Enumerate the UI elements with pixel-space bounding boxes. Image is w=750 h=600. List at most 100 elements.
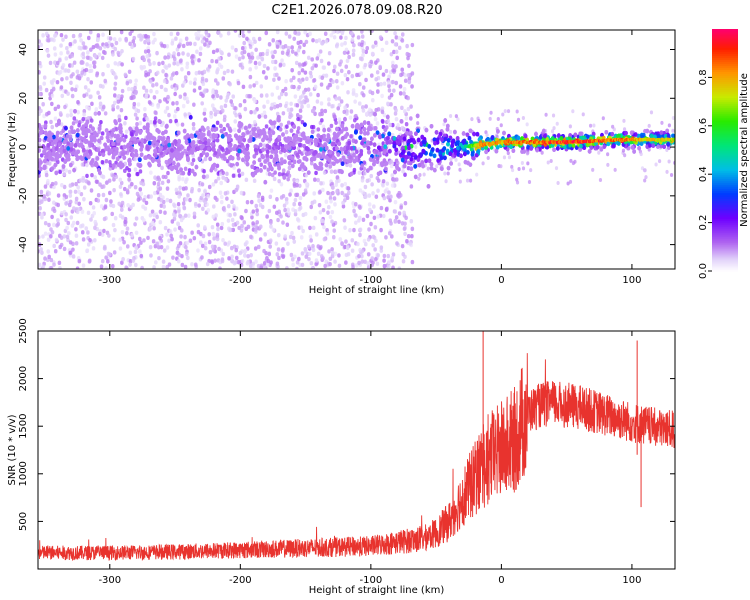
spectrogram-cell <box>292 181 297 187</box>
spectrogram-cell <box>217 56 222 61</box>
spectrogram-cell <box>53 52 58 57</box>
spectrogram-cell <box>485 133 489 138</box>
spectrogram-cell <box>245 240 249 245</box>
spectrogram-cell <box>114 40 119 46</box>
spectrogram-cell <box>87 258 92 263</box>
spectrogram-cell <box>156 245 161 250</box>
spectrogram-cell <box>123 219 127 225</box>
spectrogram-cell <box>80 59 84 65</box>
spectrogram-cell <box>223 191 228 196</box>
spectrogram-cell <box>295 217 300 222</box>
spectrogram-cell <box>248 58 253 64</box>
spectrogram-cell <box>146 48 151 54</box>
spectrogram-cell <box>215 236 220 242</box>
spectrogram-cell <box>368 207 372 213</box>
spectrogram-cell <box>69 215 74 220</box>
spectrogram-cell <box>127 69 132 74</box>
spectrogram-cell <box>671 128 675 133</box>
spectrogram-cell <box>87 181 91 186</box>
spectrogram-cell <box>204 78 209 83</box>
spectrogram-cell <box>192 88 197 93</box>
spectrogram-cell <box>150 220 155 226</box>
spectrogram-cell <box>193 262 198 267</box>
spectrogram-cell <box>151 83 155 88</box>
spectrogram-cell <box>418 172 422 177</box>
spectrogram-cell <box>204 30 209 35</box>
spectrogram-cell <box>265 262 270 267</box>
spectrogram-cell <box>354 92 359 98</box>
spectrogram-cell <box>382 195 387 201</box>
spectrogram-cell <box>101 174 106 180</box>
spectrogram-cell <box>76 110 80 115</box>
spectrogram-cell <box>68 250 73 255</box>
spectrogram-cell <box>103 142 108 148</box>
spectrogram-cell <box>202 69 207 75</box>
spectrogram-cell <box>198 85 202 91</box>
spectrogram-cell <box>159 244 164 250</box>
spectrogram-cell <box>332 228 337 233</box>
spectrogram-cell <box>446 165 451 171</box>
spectrogram-cell <box>410 233 414 239</box>
spectrogram-cell <box>58 169 62 175</box>
spectrogram-cell <box>360 34 365 39</box>
spectrogram-cell <box>665 169 669 174</box>
spectrogram-cell <box>286 207 290 213</box>
spectrogram-cell <box>252 120 257 125</box>
spectrogram-cell <box>337 96 342 101</box>
spectrogram-cell <box>234 54 239 59</box>
spectrogram-cell <box>338 237 343 242</box>
spectrogram-cell <box>503 109 507 114</box>
spectrogram-cell <box>400 67 405 72</box>
spectrogram-cell <box>225 171 229 177</box>
spectrogram-cell <box>344 35 348 41</box>
spectrogram-cell <box>128 262 132 267</box>
spectrogram-cell <box>409 116 413 121</box>
spectrogram-cell <box>309 238 313 243</box>
spectrogram-cell <box>38 91 41 97</box>
spectrogram-cell <box>111 163 116 168</box>
spectrogram-cell <box>56 193 61 198</box>
spectrogram-cell <box>222 205 226 211</box>
spectrogram-cell <box>59 235 64 240</box>
spectrogram-cell <box>258 224 263 229</box>
spectrogram-cell <box>390 234 394 239</box>
spectrogram-cell <box>169 54 174 59</box>
spectrogram-cell <box>103 244 107 250</box>
spectrogram-cell <box>341 204 346 209</box>
spectrogram-cell <box>288 114 292 120</box>
spectrogram-cell <box>236 259 241 265</box>
spectrogram-cell <box>348 115 353 120</box>
spectrogram-cell <box>188 197 192 203</box>
spectrogram-cell <box>420 134 425 140</box>
spectrogram-cell <box>397 194 401 199</box>
spectrogram-cell <box>220 221 225 227</box>
spectrogram-cell <box>139 240 143 245</box>
spectrogram-cell <box>369 73 374 78</box>
spectrogram-cell <box>50 214 54 220</box>
spectrogram-cell <box>304 181 309 187</box>
spectrogram-cell <box>85 62 89 67</box>
spectrogram-cell <box>201 233 206 239</box>
spectrogram-cell <box>292 177 296 183</box>
spectrogram-cell <box>397 219 401 224</box>
spectrogram-cell <box>613 167 617 172</box>
spectrogram-cell <box>153 110 158 115</box>
spectrogram-cell <box>282 62 286 68</box>
spectrogram-cell <box>158 235 162 241</box>
spectrogram-cell <box>60 182 64 188</box>
spectrogram-cell <box>212 236 216 241</box>
spectrogram-cell <box>671 115 675 120</box>
spectrogram-cell <box>114 160 118 166</box>
spectrogram-cell <box>219 33 223 38</box>
spectrogram-cell <box>264 124 269 129</box>
spectrogram-cell <box>111 104 115 109</box>
spectrogram-cell <box>80 162 85 167</box>
spectrogram-cell <box>178 38 183 43</box>
spectrogram-cell <box>387 190 391 195</box>
spectrogram-cell <box>429 123 434 129</box>
spectrogram-cell <box>364 111 369 117</box>
spectrogram-cell <box>318 111 322 117</box>
spectrogram-cell <box>271 227 276 232</box>
spectrogram-cell <box>644 175 648 180</box>
spectrogram-cell <box>194 31 198 37</box>
